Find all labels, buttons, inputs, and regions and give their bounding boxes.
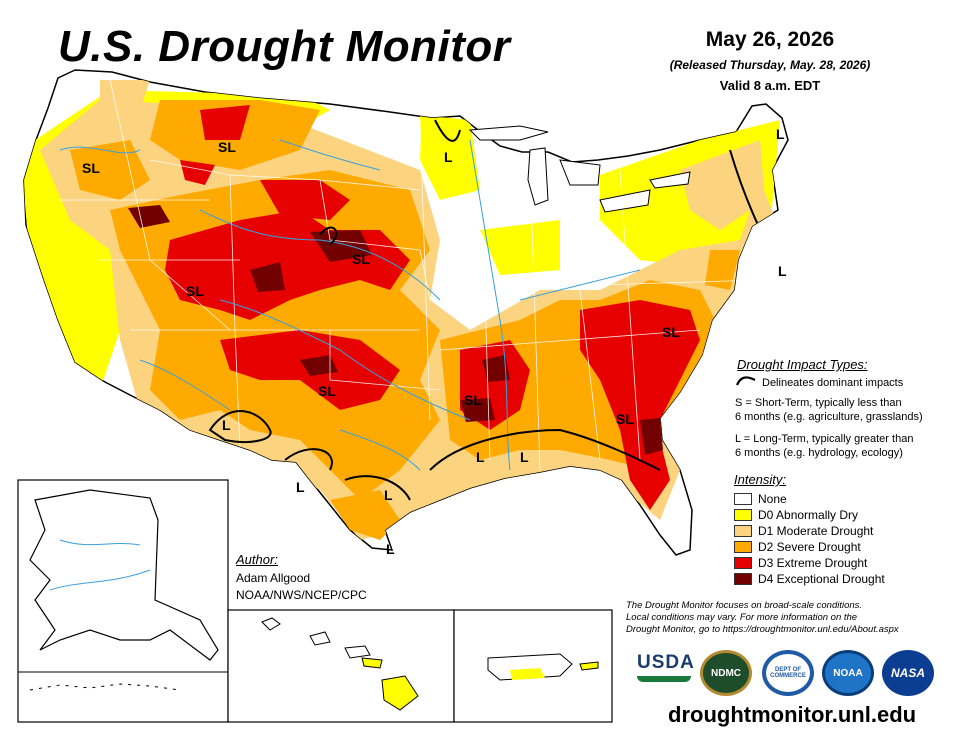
impact-long-term-line1: L = Long-Term, typically greater than xyxy=(735,433,914,445)
legend-item-d0: D0 Abnormally Dry xyxy=(734,507,885,523)
label-l-minnesota: L xyxy=(444,149,453,165)
contiguous-us xyxy=(23,69,789,556)
map-date: May 26, 2026 xyxy=(705,28,835,51)
noaa-logo-text: NOAA xyxy=(833,667,863,679)
legend-item-none: None xyxy=(734,491,885,507)
legend-label-d4: D4 Exceptional Drought xyxy=(758,572,885,586)
puerto-rico-inset xyxy=(453,609,613,723)
legend-item-d4: D4 Exceptional Drought xyxy=(734,571,885,587)
label-sl-arkansas: SL xyxy=(464,392,482,408)
label-l-central-texas: L xyxy=(384,487,393,503)
ndmc-logo: NDMC xyxy=(700,650,752,696)
intensity-legend: None D0 Abnormally Dry D1 Moderate Droug… xyxy=(734,491,885,587)
note-line1: The Drought Monitor focuses on broad-sca… xyxy=(626,600,863,611)
label-l-maine: L xyxy=(776,126,785,142)
state-borders xyxy=(60,79,761,471)
intensity-title: Intensity: xyxy=(734,472,787,487)
label-sl-utah: SL xyxy=(186,283,204,299)
label-sl-oklahoma: SL xyxy=(318,383,336,399)
map-title: U.S. Drought Monitor xyxy=(58,22,511,71)
alaska-inset xyxy=(17,479,229,723)
note-line3: Drought Monitor, go to https://droughtmo… xyxy=(626,624,899,635)
label-sl-virginia: SL xyxy=(662,324,680,340)
label-l-northeast: L xyxy=(778,263,787,279)
legend-item-d3: D3 Extreme Drought xyxy=(734,555,885,571)
label-l-louisiana: L xyxy=(476,449,485,465)
swatch-d3 xyxy=(734,557,752,569)
impact-delineates-text: Delineates dominant impacts xyxy=(762,377,904,389)
disclaimer-note: The Drought Monitor focuses on broad-sca… xyxy=(626,600,946,636)
ndmc-logo-text: NDMC xyxy=(711,667,741,679)
usda-logo-text: USDA xyxy=(637,652,695,673)
legend-item-d1: D1 Moderate Drought xyxy=(734,523,885,539)
author-name: Adam Allgood xyxy=(236,571,311,585)
impact-types-title: Drought Impact Types: xyxy=(737,357,868,372)
label-sl-nebraska: SL xyxy=(352,251,370,267)
author-org: NOAA/NWS/NCEP/CPC xyxy=(236,588,367,602)
swatch-d4 xyxy=(734,573,752,585)
hawaii-inset xyxy=(227,609,455,723)
legend-label-d2: D2 Severe Drought xyxy=(758,540,861,554)
label-sl-georgia: SL xyxy=(616,411,634,427)
nasa-logo-text: NASA xyxy=(890,666,925,680)
impact-short-term-line1: S = Short-Term, typically less than xyxy=(735,397,902,409)
impact-boundaries xyxy=(208,119,776,501)
legend-label-d3: D3 Extreme Drought xyxy=(758,556,868,570)
label-l-south-texas: L xyxy=(386,541,395,557)
noaa-logo: NOAA xyxy=(822,650,874,696)
usda-logo-swoosh xyxy=(637,676,691,682)
label-l-mississippi: L xyxy=(520,449,529,465)
nasa-logo: NASA xyxy=(882,650,934,696)
swatch-none xyxy=(734,493,752,505)
swatch-d1 xyxy=(734,525,752,537)
label-sl-montana: SL xyxy=(218,139,236,155)
valid-time: Valid 8 a.m. EDT xyxy=(719,78,821,93)
release-date: (Released Thursday, May. 28, 2026) xyxy=(669,58,871,72)
legend-item-d2: D2 Severe Drought xyxy=(734,539,885,555)
label-sl-oregon: SL xyxy=(82,160,100,176)
impact-long-term-line2: 6 months (e.g. hydrology, ecology) xyxy=(735,447,903,459)
legend-label-none: None xyxy=(758,492,787,506)
impact-short-term-line2: 6 months (e.g. agriculture, grasslands) xyxy=(735,411,923,423)
impact-line-icon xyxy=(735,376,756,386)
website-url[interactable]: droughtmonitor.unl.edu xyxy=(668,702,917,727)
author-title: Author: xyxy=(236,552,278,567)
d4-areas xyxy=(128,205,663,455)
legend-label-d1: D1 Moderate Drought xyxy=(758,524,874,538)
swatch-d2 xyxy=(734,541,752,553)
map-labels: SL SL SL SL SL SL SL SL L L L L L L L L … xyxy=(82,126,787,557)
commerce-logo: DEPT OF COMMERCE xyxy=(762,650,814,696)
swatch-d0 xyxy=(734,509,752,521)
commerce-logo-text: DEPT OF COMMERCE xyxy=(770,667,806,679)
note-line2: Local conditions may vary. For more info… xyxy=(626,612,858,623)
usda-logo: USDA xyxy=(637,652,695,692)
great-lakes xyxy=(468,125,691,213)
label-l-west-texas: L xyxy=(296,479,305,495)
legend-label-d0: D0 Abnormally Dry xyxy=(758,508,859,522)
rivers xyxy=(59,139,641,471)
label-l-new-mexico: L xyxy=(222,417,231,433)
